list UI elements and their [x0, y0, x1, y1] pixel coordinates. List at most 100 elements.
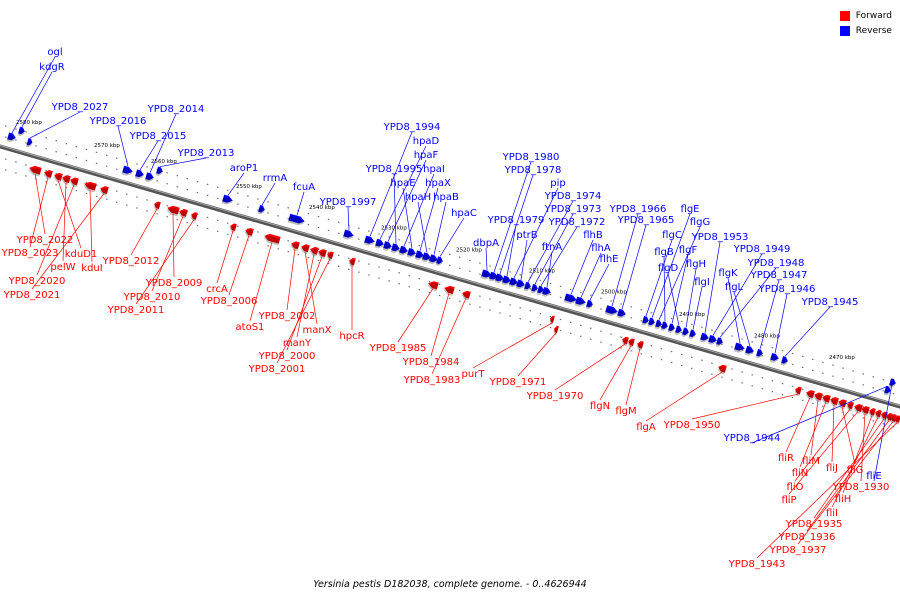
gene-body-ypd8-1970	[622, 336, 629, 345]
forward-swatch	[839, 10, 850, 21]
gene-kdui	[83, 181, 97, 193]
connector-kdui	[89, 189, 93, 263]
gene-body-many	[310, 246, 319, 255]
gene-shadow-kdgr	[17, 128, 25, 137]
gene-ypd8-1995	[390, 243, 400, 254]
connector-ypd8-1949	[712, 253, 763, 336]
gene-many	[309, 246, 319, 257]
gene-label-ypd8-1935: YPD8_1935	[785, 519, 843, 530]
gene-shadow-flgn	[627, 340, 635, 348]
gene-shadow-ypd8-2015	[134, 171, 144, 180]
gene-label-flgc: flgC	[662, 230, 682, 241]
gene-body-crca	[230, 223, 237, 231]
connector-ypd8-2022	[34, 173, 46, 235]
connector-hpab	[433, 201, 447, 255]
connector-flgg	[658, 226, 701, 321]
gene-shadow-ypd8-1979	[501, 277, 511, 286]
gene-label-kdui: kduI	[81, 263, 102, 274]
gene-shadow-ypd8-1997	[342, 231, 354, 240]
gene-ypd8-2009	[166, 205, 180, 217]
genome-axis	[0, 144, 900, 409]
gene-label-flin: fliN	[792, 468, 809, 479]
gene-label-rrma: rrmA	[263, 173, 288, 184]
gene-shadow-ypd8-2002	[290, 243, 300, 252]
gene-shadow-flin	[821, 396, 831, 405]
gene-ypd8-1949	[707, 335, 717, 345]
gene-body-ypd8-2015	[135, 169, 144, 178]
gene-body-ypd8-1944	[884, 385, 891, 394]
gene-shadow-ypd8-2023	[43, 171, 53, 180]
connector-ypd8-1983	[431, 297, 467, 375]
connector-ypd8-1995	[393, 173, 397, 244]
gene-body-flgl	[745, 345, 754, 354]
gene-label-ypd8-1974: YPD8_1974	[544, 191, 602, 202]
gene-label-hpai: hpaI	[423, 164, 445, 175]
gene-body-flio	[847, 401, 854, 410]
gene-label-flgb: flgB	[654, 247, 674, 258]
connector-ypd8-2011	[135, 219, 195, 305]
gene-shadow-flge	[647, 319, 655, 328]
legend-forward: Forward	[839, 8, 892, 23]
tick-label-8: 2500 kbp	[601, 289, 627, 295]
gene-body-ypd8-1950	[795, 386, 802, 395]
connector-crca	[216, 230, 234, 284]
gene-flha	[574, 296, 586, 307]
gene-body-flge	[648, 317, 655, 326]
gene-flgh	[681, 327, 689, 337]
gene-ypd8-1980	[488, 271, 498, 282]
gene-label-hpae: hpaE	[390, 178, 415, 189]
gene-label-ypd8-1936: YPD8_1936	[778, 532, 836, 543]
gene-body-ypd8-1949	[708, 335, 717, 343]
gene-crca	[229, 223, 237, 233]
gene-label-crca: crcA	[206, 284, 228, 295]
gene-flhe	[585, 299, 593, 310]
tick-label-10: 2480 kbp	[754, 334, 780, 340]
gene-label-ypd8-1984: YPD8_1984	[402, 357, 460, 368]
gene-shadow-pelw	[61, 177, 71, 185]
gene-kdgr	[17, 126, 25, 137]
gene-shadow-ypd8-1930	[860, 407, 870, 416]
gene-shadow-ypd8-2009	[166, 207, 180, 217]
gene-body-ypd8-1973	[531, 283, 538, 292]
connector-ypd8-1943	[756, 422, 898, 559]
gene-body-ypd8-1966	[605, 305, 618, 314]
gene-body-ypd8-1979	[502, 275, 511, 284]
connector-flir	[785, 397, 811, 453]
gene-label-flgh: flgH	[686, 259, 706, 270]
gene-shadow-hpai	[398, 247, 408, 256]
connector-ypd8-1936	[806, 420, 890, 532]
gene-label-ypd8-2006: YPD8_2006	[200, 296, 258, 307]
gene-body-ypd8-2021	[100, 186, 109, 194]
connector-flgb	[663, 256, 666, 322]
gene-body-flhb	[564, 293, 577, 303]
gene-label-flha: flhA	[591, 243, 611, 254]
gene-shadow-ypd8-1972	[536, 287, 544, 296]
gene-ypd8-1978	[494, 273, 504, 284]
gene-body-ypd8-2009	[167, 205, 180, 215]
gene-label-flhb: flhB	[583, 230, 603, 241]
connector-ypd8-1966	[611, 213, 639, 307]
gene-shadow-ypd8-2014	[144, 174, 154, 183]
gene-ypd8-1944	[883, 385, 891, 396]
connector-ypd8-1994	[369, 131, 413, 237]
connector-flha	[580, 252, 602, 298]
gene-label-pip: pip	[550, 178, 565, 189]
gene-hpac	[435, 256, 443, 266]
gene-body-ogl	[7, 132, 16, 141]
gene-shadow-ypd8-2011	[190, 214, 198, 222]
gene-shadow-ypd8-1978	[494, 275, 504, 284]
gene-body-flin	[822, 394, 831, 403]
gene-shadow-ypd8-1995	[390, 245, 400, 254]
gene-label-ftna: ftnA	[542, 242, 563, 253]
connector-hpax	[419, 187, 439, 251]
gene-label-flie: fliE	[866, 471, 881, 482]
gene-ypd8-2020	[69, 177, 79, 188]
gene-body-ypd8-1953	[700, 332, 709, 341]
connector-flim	[810, 399, 819, 456]
gene-label-ypd8-2012: YPD8_2012	[102, 256, 160, 267]
gene-shadow-flgh	[681, 329, 689, 337]
gene-body-ypd8-1978	[495, 273, 504, 282]
gene-shadow-ypd8-2022	[28, 167, 42, 177]
connector-ypd8-1946	[774, 293, 788, 354]
